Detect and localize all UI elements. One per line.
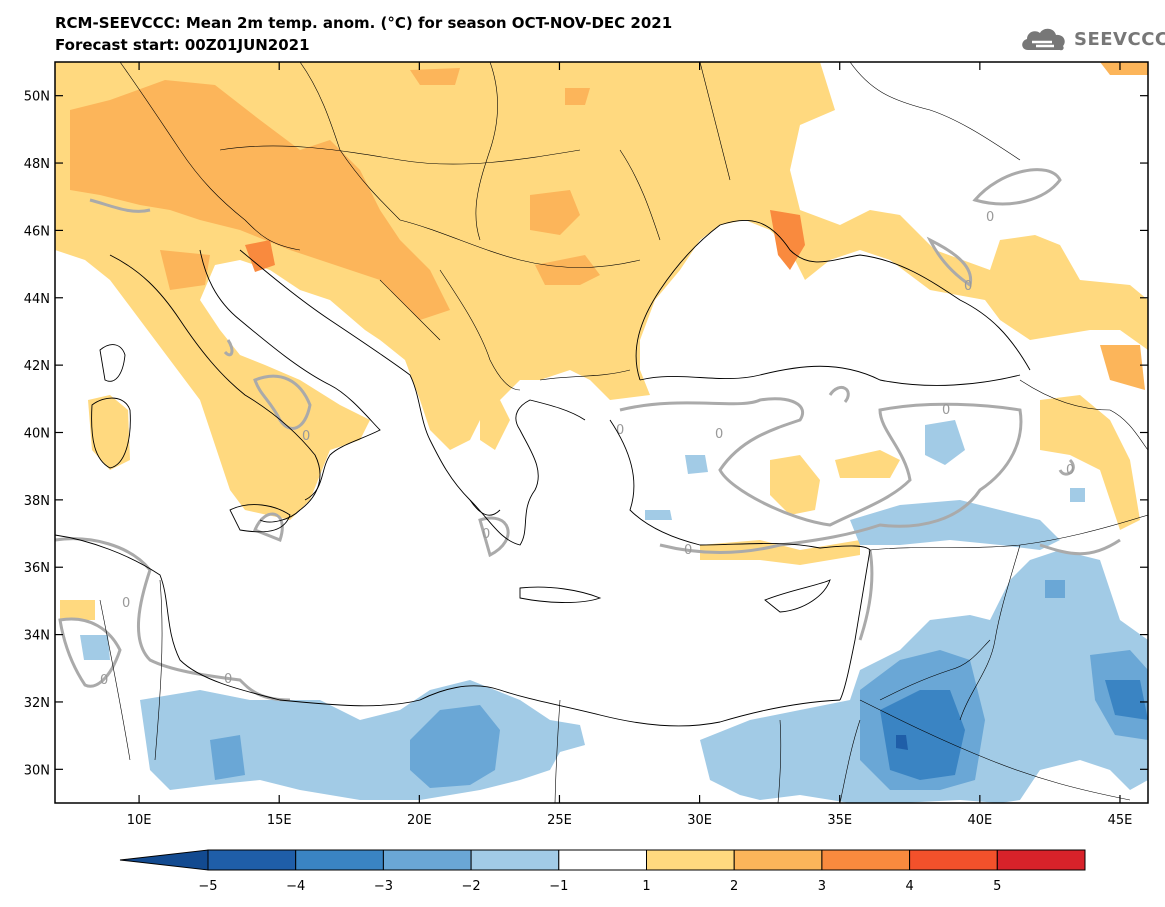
colorbar-label: 2 xyxy=(730,879,738,894)
cold-anomaly-region xyxy=(1070,488,1085,502)
colorbar-label: 5 xyxy=(993,879,1001,894)
anomaly-field: 0 0 0 0 0 0 0 0 0 0 0 0 xyxy=(55,62,1148,803)
zero-contours xyxy=(55,168,1121,702)
colorbar-swatch xyxy=(646,849,735,871)
contour-label: 0 xyxy=(482,527,490,542)
x-tick-label: 35E xyxy=(827,813,852,828)
y-tick-label: 36N xyxy=(24,561,50,576)
warm-anomaly-region xyxy=(1100,345,1145,390)
cold-anomaly-region xyxy=(1105,680,1148,720)
colorbar-label: −3 xyxy=(374,879,393,894)
contour-label: 0 xyxy=(964,279,972,294)
cold-anomaly-region xyxy=(1045,580,1065,598)
warm-anomaly-region xyxy=(565,88,590,105)
contour-label: 0 xyxy=(1066,463,1074,478)
cold-anomaly-region xyxy=(896,735,908,750)
contour-label: 0 xyxy=(224,672,232,687)
x-axis: 10E 15E 20E 25E 30E 35E 40E 45E xyxy=(127,62,1133,828)
y-tick-label: 34N xyxy=(24,629,50,644)
warm-anomaly-region xyxy=(245,240,275,272)
colorbar-label: 4 xyxy=(905,879,913,894)
colorbar-swatch xyxy=(470,849,560,871)
warm-anomaly-region xyxy=(535,255,600,285)
x-tick-label: 25E xyxy=(547,813,572,828)
coastlines xyxy=(55,219,1031,727)
warm-anomaly-region xyxy=(770,455,820,515)
colorbar-swatch xyxy=(382,849,472,871)
contour-label: 0 xyxy=(302,429,310,444)
colorbar-label: −5 xyxy=(198,879,217,894)
country-borders xyxy=(99,62,1148,803)
contour-label: 0 xyxy=(986,210,994,225)
contour-label: 0 xyxy=(684,543,692,558)
cold-anomaly-region xyxy=(410,705,500,788)
colorbar-swatch xyxy=(207,849,297,871)
warm-anomaly-region xyxy=(160,250,210,290)
colorbar-swatch xyxy=(733,849,823,871)
x-tick-label: 20E xyxy=(407,813,432,828)
y-tick-label: 30N xyxy=(24,763,50,778)
warm-anomaly-region xyxy=(480,400,510,450)
colorbar-swatch xyxy=(558,849,647,871)
contour-label: 0 xyxy=(715,427,723,442)
contour-label: 0 xyxy=(100,673,108,688)
colorbar: −5 −4 −3 −2 −1 1 2 3 4 5 xyxy=(119,849,1086,894)
cold-anomaly-region xyxy=(80,635,110,660)
chart-title: RCM-SEEVCCC: Mean 2m temp. anom. (°C) fo… xyxy=(55,14,673,32)
y-tick-label: 48N xyxy=(24,157,50,172)
cold-anomaly-region xyxy=(850,500,1060,550)
y-tick-label: 40N xyxy=(24,427,50,442)
y-tick-label: 50N xyxy=(24,90,50,105)
cold-anomaly-region xyxy=(925,420,965,465)
warm-anomaly-region xyxy=(88,395,130,470)
colorbar-swatch xyxy=(821,849,911,871)
seevccc-logo: SEEVCCC xyxy=(1018,22,1165,56)
warm-anomaly-region xyxy=(1100,62,1148,75)
cold-anomaly-region xyxy=(880,690,965,780)
warm-anomaly-region xyxy=(70,80,450,320)
warm-anomaly-region xyxy=(700,540,860,565)
y-tick-label: 38N xyxy=(24,494,50,509)
contour-labels: 0 0 0 0 0 0 0 0 0 0 0 0 xyxy=(100,210,1074,688)
y-tick-label: 42N xyxy=(24,359,50,374)
cold-anomaly-region xyxy=(645,510,672,520)
colorbar-label: 3 xyxy=(818,879,826,894)
contour-label: 0 xyxy=(616,423,624,438)
x-tick-label: 40E xyxy=(967,813,992,828)
warm-anomaly-region xyxy=(60,600,95,620)
colorbar-label: −2 xyxy=(462,879,481,894)
forecast-start: Forecast start: 00Z01JUN2021 xyxy=(55,36,310,54)
cloud-icon xyxy=(1022,28,1065,51)
cold-anomaly-region xyxy=(685,455,708,474)
colorbar-label: −1 xyxy=(549,879,568,894)
x-tick-label: 30E xyxy=(687,813,712,828)
warm-anomaly-region xyxy=(410,68,460,85)
contour-label: 0 xyxy=(942,403,950,418)
y-axis: 50N 48N 46N 44N 42N 40N 38N 36N 34N 32N 30N xyxy=(24,90,1148,778)
x-tick-label: 45E xyxy=(1108,813,1133,828)
x-tick-label: 15E xyxy=(267,813,292,828)
colorbar-label: 1 xyxy=(642,879,650,894)
colorbar-swatch xyxy=(295,849,384,871)
colorbar-swatch xyxy=(909,849,998,871)
warm-anomaly-region xyxy=(530,190,580,235)
y-tick-label: 46N xyxy=(24,224,50,239)
y-tick-label: 32N xyxy=(24,696,50,711)
colorbar-arrow-low xyxy=(119,849,209,871)
colorbar-label: −4 xyxy=(286,879,305,894)
x-tick-label: 10E xyxy=(127,813,152,828)
cold-anomaly-region xyxy=(140,680,585,800)
warm-anomaly-region xyxy=(835,450,900,478)
logo-text: SEEVCCC xyxy=(1074,28,1165,50)
y-tick-label: 44N xyxy=(24,292,50,307)
cold-anomaly-region xyxy=(210,735,245,780)
contour-label: 0 xyxy=(122,596,130,611)
warm-anomaly-region xyxy=(1040,395,1140,530)
colorbar-swatch xyxy=(996,849,1086,871)
